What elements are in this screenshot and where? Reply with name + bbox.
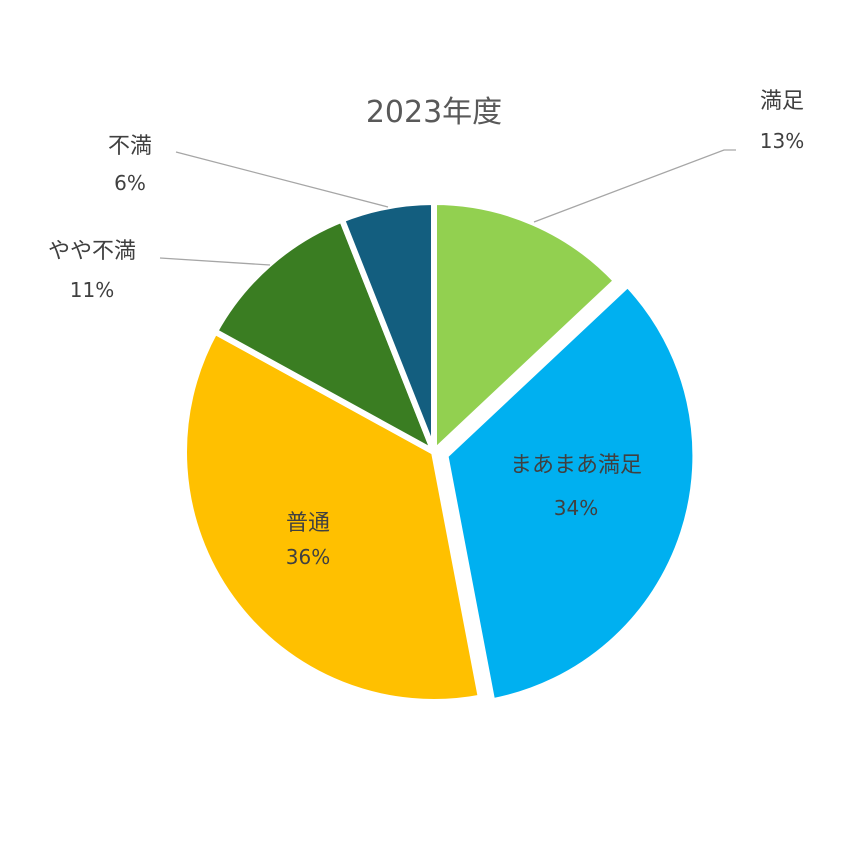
slice-percent-4: 11% [70, 278, 114, 302]
pie-slice-3 [181, 327, 485, 705]
pie-labels: 満足 13% まあまあ満足 34% 普通 36% やや不満 11% 不満 6% [48, 89, 804, 569]
slice-label-2: まあまあ満足 [510, 453, 642, 478]
pie-slice-2 [442, 280, 699, 705]
pie-slice-1 [431, 198, 621, 459]
leader-line-1 [533, 149, 736, 223]
slice-percent-5: 6% [114, 171, 146, 195]
leader-line-5 [175, 151, 389, 208]
slice-label-1: 満足 [760, 89, 804, 114]
slice-percent-3: 36% [286, 545, 330, 569]
pie-slices [181, 198, 699, 705]
slice-percent-1: 13% [760, 129, 804, 153]
slice-percent-2: 34% [554, 496, 598, 520]
slice-label-4: やや不満 [48, 239, 136, 264]
chart-title: 2023年度 [366, 95, 502, 130]
leader-line-4 [159, 257, 271, 266]
slice-label-5: 不満 [108, 134, 152, 159]
slice-label-3: 普通 [286, 511, 330, 536]
